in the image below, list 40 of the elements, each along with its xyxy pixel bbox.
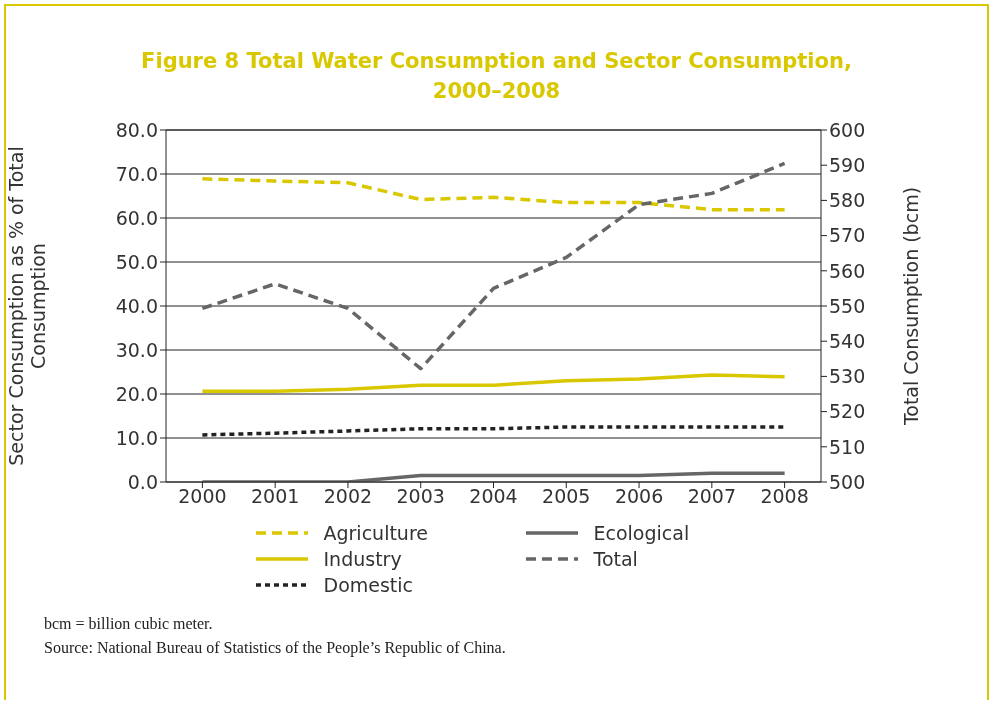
y2-tick-label: 570 [829,224,866,247]
x-tick-label: 2001 [250,485,300,508]
legend-label: Industry [323,548,402,570]
chart-title: Figure 8 Total Water Consumption and Sector Consumption, 2000–2008 [140,48,853,105]
x-tick-label: 2005 [542,485,591,508]
x-tick-label: 2008 [760,485,809,508]
legend-label: Domestic [323,574,414,596]
y-tick-label: 30.0 [115,338,158,361]
y2-axis-title: Total Consumption (bcm) [899,186,922,427]
y2-tick-label: 580 [829,189,866,212]
y-tick-label: 40.0 [115,294,158,317]
y-tick-label: 70.0 [115,162,158,185]
y-axis-title: Sector Consumption as % of Total Consumption [5,146,49,466]
y-tick-label: 0.0 [127,470,158,493]
text: bcm = billion cubic meter. [44,614,214,634]
legend-label: Agriculture [323,522,428,544]
y2-tick-label: 540 [829,329,866,352]
x-tick-label: 2004 [469,485,518,508]
x-tick-label: 2003 [396,485,445,508]
y2-tick-label: 530 [829,365,866,388]
y2-tick-label: 550 [829,294,866,317]
x-tick-label: 2006 [614,485,664,508]
x-tick-label: 2007 [687,485,737,508]
source-note: Source: National Bureau of Statistics of the People’s Republic of China. [44,638,507,659]
y-tick-label: 80.0 [115,118,158,141]
x-tick-label: 2002 [323,485,373,508]
y2-tick-label: 590 [829,153,866,176]
y-tick-label: 60.0 [115,206,158,229]
y-tick-label: 10.0 [115,426,158,449]
page-frame: Figure 8 Total Water Consumption and Sector Consumption, 2000–2008 Agriculture Industry Domestic Ecological Total Sector Consumption as % of Total Consumption 2000 2001 2002 2003 2004 2005 2006 2007 2008 0.0 10.0 20.0 30.0 40.0 50.0 60.0 70.0 80.0 500 510 520 530 540 550 560 570 580 590 600 Total Consumption (bcm) bcm = billion cubic meter. Source: National Bureau of Statistics of the People’s Republic of China. [4,4,989,700]
legend-label: Ecological [593,522,690,544]
y2-tick-label: 560 [829,259,866,282]
y2-tick-label: 520 [829,400,866,423]
y2-tick-label: 510 [829,435,866,458]
y-tick-label: 20.0 [115,382,158,405]
y-tick-label: 50.0 [115,250,158,273]
y2-tick-label: 500 [829,470,866,493]
x-tick-label: 2000 [178,485,227,508]
y2-tick-label: 600 [829,118,866,141]
legend-label: Total [593,548,638,570]
